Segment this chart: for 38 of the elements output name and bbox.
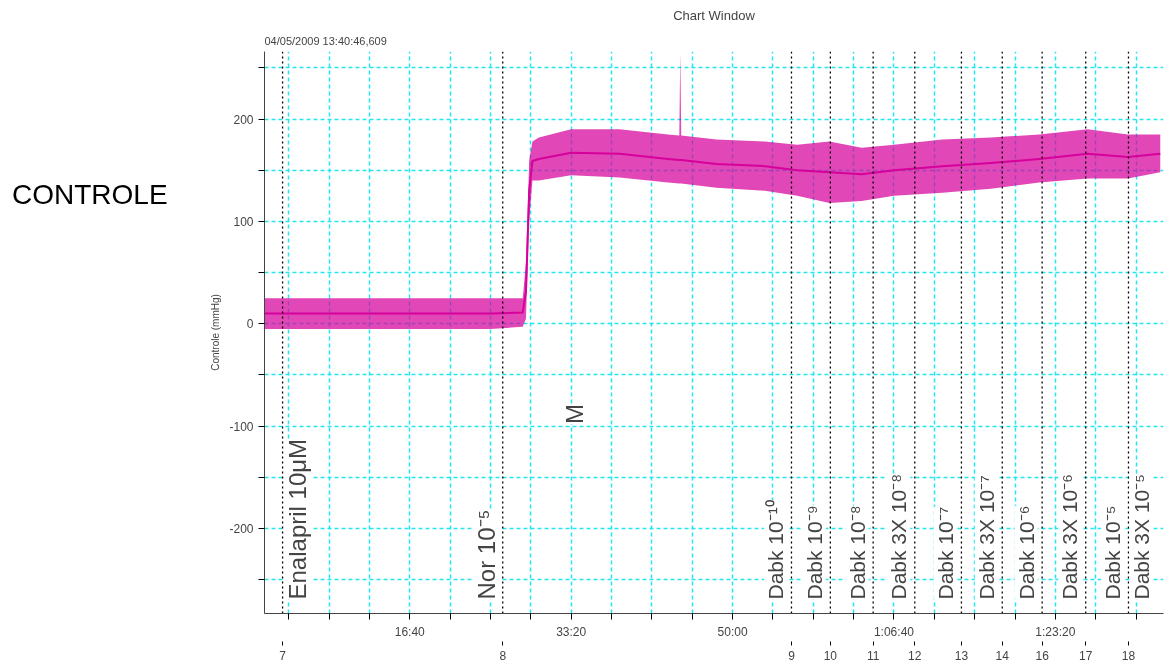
text: 18 [1121, 648, 1136, 663]
x-tick-label: 1:06:40 [873, 624, 915, 639]
ref-line-label: Nor 10⁻⁵ [473, 509, 501, 600]
chart-title: Chart Window [673, 7, 756, 23]
text: 14 [995, 648, 1010, 663]
text: 16 [1035, 648, 1050, 663]
y-tick-label: 0 [246, 317, 254, 332]
text: 7 [279, 648, 287, 663]
x-tick-label: 1:23:20 [1035, 624, 1076, 639]
ref-line-label: Dabk 10⁻⁹ [802, 505, 826, 600]
ref-line-label: Dabk 10⁻¹⁰ [763, 500, 787, 600]
y-axis-title: Controle (mmHg) [210, 294, 222, 371]
y-tick-label: 200 [233, 112, 254, 127]
x-tick-label: 16:40 [394, 624, 426, 639]
annotation: M [561, 403, 589, 424]
ref-line-label: Dabk 10⁻⁶ [1014, 505, 1038, 600]
ref-line-label: Dabk 10⁻⁸ [845, 505, 869, 600]
text: 17 [1079, 648, 1093, 663]
ref-line-label: Dabk 3X 10⁻⁶ [1058, 474, 1082, 600]
text: CONTROLE [12, 178, 168, 212]
ref-line-label: Dabk 3X 10⁻⁸ [887, 473, 911, 600]
x-tick-label: 50:00 [717, 624, 748, 639]
ref-line-label: Enalapril 10μM [284, 438, 312, 600]
text: 12 [908, 648, 922, 663]
ref-line-label: Dabk 10⁻⁷ [933, 506, 957, 600]
chart-subtitle: 04/05/2009 13:40:46,609 [264, 34, 387, 47]
y-tick-label: 100 [233, 214, 254, 229]
text: 11 [866, 648, 880, 663]
text: 8 [499, 648, 507, 663]
annotation: Dabk 3X 10⁻⁵ [1129, 474, 1153, 600]
ref-line-label: Dabk 3X 10⁻⁷ [974, 475, 998, 600]
text: 10 [823, 648, 838, 663]
x-tick-label: 33:20 [556, 624, 587, 639]
text: 13 [954, 648, 969, 663]
y-tick-label: -200 [229, 522, 254, 537]
text: 9 [788, 648, 796, 663]
ref-line-label: Dabk 10⁻⁵ [1100, 505, 1124, 600]
y-tick-label: -100 [229, 419, 254, 434]
